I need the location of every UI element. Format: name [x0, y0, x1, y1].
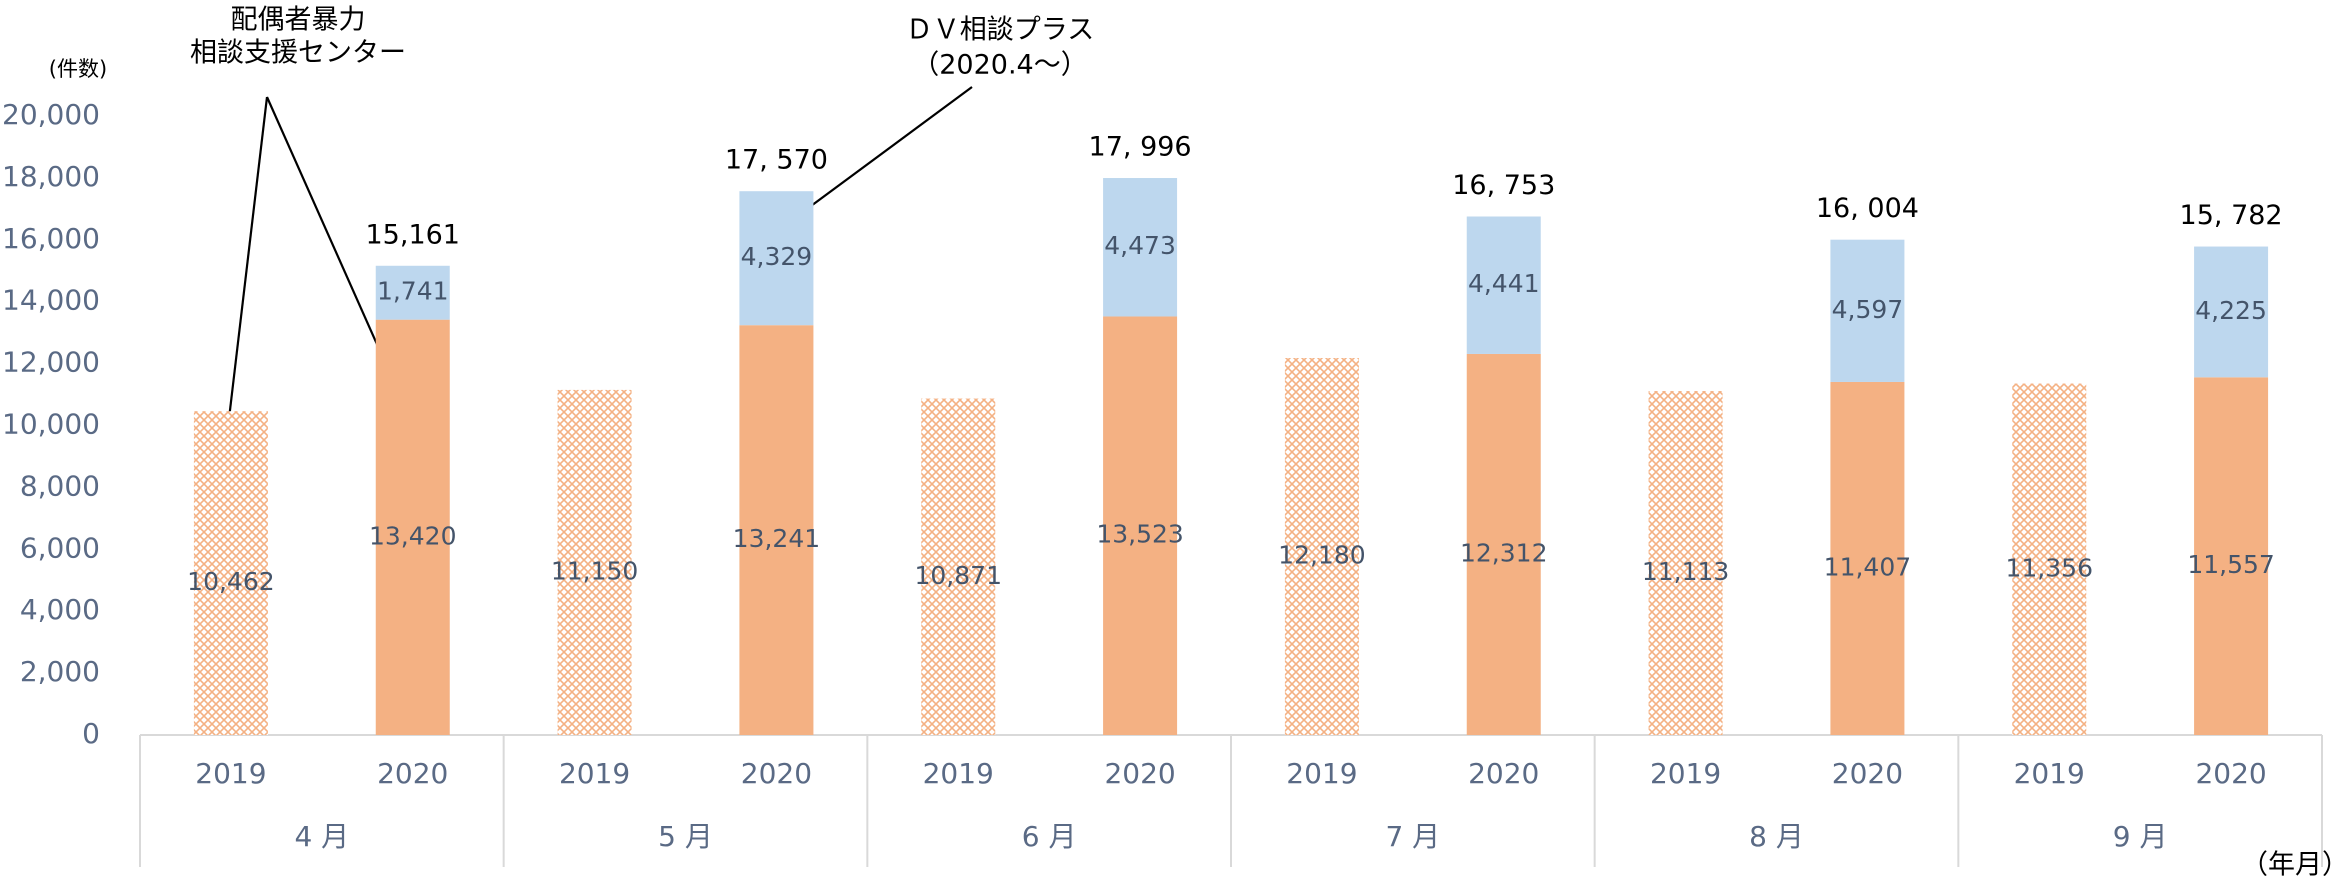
x-tick-label: 2019	[2014, 757, 2085, 790]
x-axis-label: （年月）	[2241, 850, 2349, 881]
total-label: 15, 782	[2180, 200, 2283, 231]
x-tick-label: 2019	[1650, 757, 1721, 790]
bar-segment	[557, 389, 632, 735]
value-label: 4,225	[2195, 296, 2267, 325]
x-tick-label: 2019	[923, 757, 994, 790]
x-tick-label: 2019	[559, 757, 630, 790]
annotation: 相談支援センター	[190, 38, 406, 69]
bar-segment	[1648, 391, 1723, 735]
bar-segment	[193, 411, 268, 735]
y-tick-label: 4,000	[20, 593, 100, 626]
value-label: 4,329	[741, 242, 813, 271]
bar-segment	[1103, 316, 1178, 735]
value-label: 10,462	[187, 567, 274, 596]
x-tick-label: 2019	[1286, 757, 1357, 790]
bar-segment	[739, 325, 814, 735]
group-label: 7 月	[1385, 820, 1440, 853]
y-tick-label: 0	[82, 717, 100, 750]
bar-segment	[1103, 178, 1178, 317]
group-label: 5 月	[658, 820, 713, 853]
value-label: 12,180	[1278, 541, 1365, 570]
bar-segment	[2012, 383, 2087, 735]
annotation: 配偶者暴力	[231, 5, 366, 36]
value-label: 13,523	[1096, 520, 1183, 549]
y-tick-label: 10,000	[2, 408, 100, 441]
value-label: 4,597	[1832, 295, 1904, 324]
x-tick-label: 2020	[377, 757, 448, 790]
bar-segment	[1466, 216, 1541, 354]
value-label: 11,356	[2006, 553, 2093, 582]
group-label: 8 月	[1749, 820, 1804, 853]
bar-segment	[1830, 381, 1905, 735]
y-tick-label: 12,000	[2, 346, 100, 379]
x-tick-label: 2020	[2195, 757, 2266, 790]
y-tick-label: 14,000	[2, 284, 100, 317]
bar-segment	[1830, 239, 1905, 382]
value-label: 11,113	[1642, 557, 1729, 586]
y-tick-label: 8,000	[20, 469, 100, 502]
value-label: 10,871	[915, 561, 1002, 590]
value-label: 13,420	[369, 521, 456, 550]
value-label: 13,241	[733, 524, 820, 553]
y-tick-label: 2,000	[20, 655, 100, 688]
total-label: 17, 570	[725, 145, 828, 176]
arrow	[217, 96, 269, 449]
group-label: 9 月	[2113, 820, 2168, 853]
bar-segment	[375, 265, 450, 320]
x-tick-label: 2020	[1104, 757, 1175, 790]
y-tick-label: 20,000	[2, 98, 100, 131]
bar-segment	[921, 398, 996, 735]
x-tick-label: 2019	[195, 757, 266, 790]
value-label: 11,150	[551, 556, 638, 585]
bar-segment	[2194, 246, 2269, 378]
total-label: 15,161	[366, 219, 460, 250]
bar-segment	[2194, 377, 2269, 735]
value-label: 11,557	[2187, 550, 2274, 579]
value-label: 4,473	[1104, 231, 1176, 260]
y-tick-label: 16,000	[2, 222, 100, 255]
bar-segment	[1466, 353, 1541, 735]
x-tick-label: 2020	[1832, 757, 1903, 790]
y-tick-label: 18,000	[2, 160, 100, 193]
value-label: 11,407	[1824, 552, 1911, 581]
annotation: ＤＶ相談プラス	[906, 15, 1094, 46]
total-label: 16, 004	[1816, 193, 1919, 224]
value-label: 4,441	[1468, 269, 1540, 298]
total-label: 16, 753	[1452, 170, 1555, 201]
x-tick-label: 2020	[741, 757, 812, 790]
value-label: 12,312	[1460, 538, 1547, 567]
y-tick-label: 6,000	[20, 531, 100, 564]
y-axis-label: (件数)	[49, 57, 107, 81]
arrow	[788, 86, 973, 223]
total-label: 17, 996	[1089, 132, 1192, 163]
bar-segment	[375, 319, 450, 735]
bar-segment	[739, 191, 814, 326]
group-label: 4 月	[294, 820, 349, 853]
x-tick-label: 2020	[1468, 757, 1539, 790]
bar-segment	[1284, 358, 1359, 735]
value-label: 1,741	[377, 277, 449, 306]
group-label: 6 月	[1022, 820, 1077, 853]
annotation: （2020.4～）	[912, 50, 1087, 81]
